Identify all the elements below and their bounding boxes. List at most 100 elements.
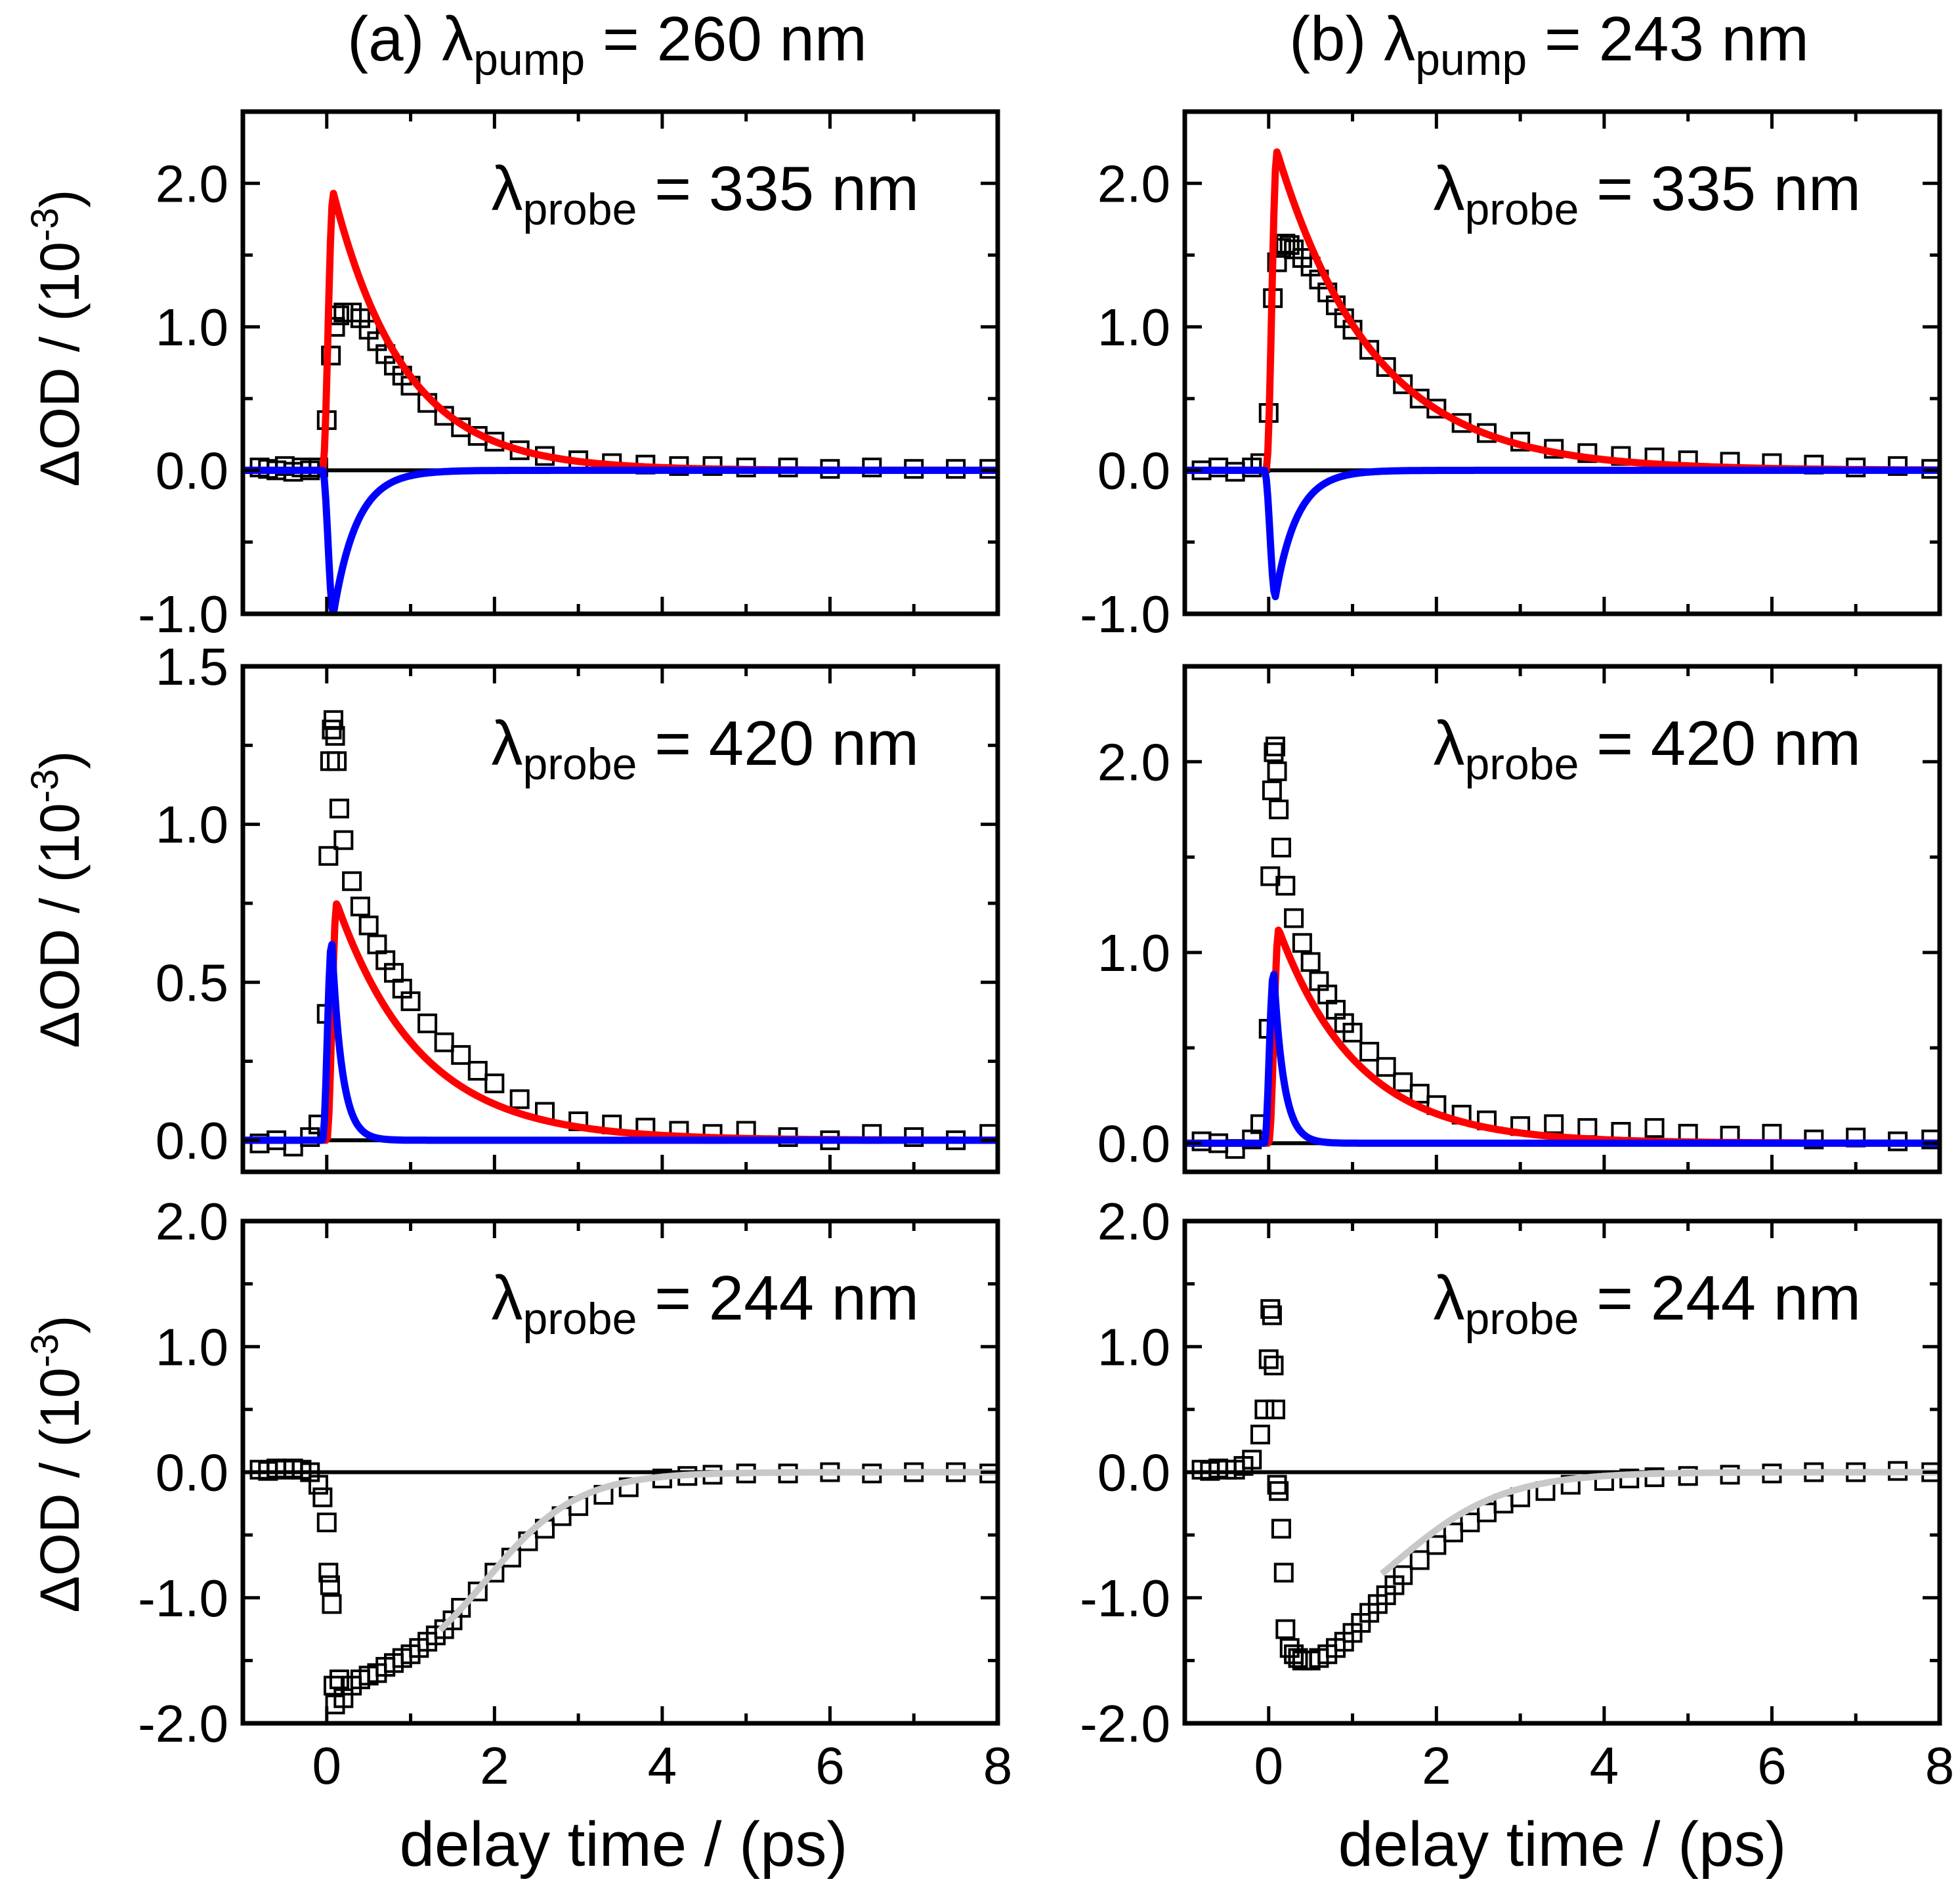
- data-point: [451, 1044, 471, 1065]
- data-point: [1359, 1041, 1380, 1062]
- data-point: [1262, 780, 1282, 800]
- data-point: [342, 871, 362, 892]
- data-point: [1258, 1349, 1279, 1369]
- data-point: [1254, 1399, 1275, 1419]
- data-point: [1292, 933, 1312, 953]
- data-point: [1266, 1399, 1285, 1419]
- probe-annotation: λprobe = 244 nm: [1433, 1263, 1861, 1344]
- data-point: [484, 1073, 505, 1094]
- data-point: [1426, 398, 1447, 419]
- y-tick-label: 1.0: [156, 298, 228, 356]
- x-tick-label: 2: [1422, 1736, 1451, 1795]
- y-tick-label: 0.0: [1097, 1444, 1170, 1502]
- y-tick-label: 1.0: [1097, 298, 1170, 356]
- y-tick-label: 0.0: [1097, 441, 1170, 500]
- x-tick-label: 6: [1757, 1736, 1787, 1795]
- x-tick-label: 6: [815, 1736, 845, 1795]
- fit-curve-blue: [1185, 970, 1940, 1147]
- panel-b-335: -1.0 0.0 1.0 2.0 λprobe = 335 nm: [1080, 109, 1942, 643]
- data-point: [1271, 1518, 1291, 1539]
- data-point: [1267, 1474, 1287, 1495]
- fit-curve-red: [1185, 926, 1940, 1147]
- panel-a-420: 0.0 0.5 1.0 1.5 λprobe = 420 nm: [156, 637, 1000, 1174]
- data-point: [1273, 1562, 1294, 1583]
- data-point: [1264, 742, 1284, 762]
- y-tick-label: 1.5: [156, 637, 228, 696]
- data-point: [329, 798, 349, 819]
- data-point: [1342, 1022, 1363, 1043]
- data-point: [1376, 1057, 1396, 1077]
- y-axis-title-row-2: ΔOD / (10-3): [24, 750, 91, 1048]
- data-point: [320, 751, 340, 771]
- data-point: [322, 1594, 342, 1614]
- data-point: [1409, 1083, 1430, 1104]
- data-point: [329, 1669, 349, 1690]
- x-tick-label: 4: [648, 1736, 677, 1795]
- data-point: [484, 1562, 505, 1583]
- y-tick-label: 1.0: [156, 796, 228, 854]
- y-tick-label: 2.0: [1097, 154, 1170, 213]
- data-point: [451, 1598, 471, 1618]
- y-tick-label: -2.0: [138, 1694, 228, 1753]
- data-point: [1359, 339, 1380, 360]
- panel-b-420: 0.0 1.0 2.0 λprobe = 420 nm: [1097, 664, 1942, 1174]
- y-tick-label: 2.0: [1097, 1192, 1170, 1251]
- axes-frame: [240, 664, 1000, 1174]
- panel-a-335: -1.0 0.0 1.0 2.0 λprobe = 335 nm: [138, 109, 1000, 643]
- fit-curve-gray: [437, 1469, 998, 1633]
- data-point: [1266, 737, 1285, 757]
- data-point: [1264, 1355, 1284, 1375]
- y-tick-label: -1.0: [1080, 1569, 1170, 1627]
- data-point: [1921, 1129, 1940, 1150]
- data-point: [1577, 1118, 1598, 1138]
- data-point: [1269, 1481, 1289, 1501]
- y-tick-label: 0.0: [156, 441, 228, 500]
- probe-annotation: λprobe = 335 nm: [1433, 154, 1861, 234]
- plot-area: [1191, 1299, 1940, 1671]
- data-point: [318, 1562, 339, 1583]
- fit-curve-blue: [1185, 466, 1940, 601]
- data-point: [312, 1487, 333, 1507]
- data-point: [320, 1575, 340, 1595]
- data-point: [309, 1474, 328, 1495]
- x-axis-title-a: delay time / (ps): [400, 1809, 848, 1880]
- data-point: [1250, 1425, 1270, 1445]
- data-point: [509, 1089, 530, 1109]
- y-tick-label: 0.0: [156, 1111, 228, 1170]
- y-tick-label: 0.5: [156, 953, 228, 1012]
- data-point: [1888, 456, 1908, 476]
- column-title-b: (b) λpump = 243 nm: [1289, 4, 1809, 85]
- x-tick-label: 2: [480, 1736, 509, 1795]
- data-point: [324, 1675, 343, 1696]
- fit-curve-red: [243, 900, 998, 1144]
- data-point: [467, 1582, 488, 1602]
- panel-b-244: 0 2 4 6 8 -2.0 -1.0 0.0 1.0 2.0 λprobe = 244 nm: [1080, 1192, 1954, 1795]
- data-point: [1426, 1535, 1447, 1555]
- data-point: [1275, 1619, 1296, 1639]
- data-point: [1460, 1513, 1480, 1532]
- y-tick-label: 1.0: [1097, 924, 1170, 982]
- x-axis-title-b: delay time / (ps): [1338, 1809, 1787, 1880]
- axes-frame: [1182, 664, 1942, 1174]
- y-tick-label: 2.0: [156, 154, 228, 213]
- data-point: [1300, 952, 1321, 972]
- probe-annotation: λprobe = 335 nm: [491, 154, 919, 234]
- data-point: [1262, 1305, 1282, 1325]
- y-tick-label: 1.0: [156, 1318, 228, 1376]
- probe-annotation: λprobe = 420 nm: [491, 708, 919, 789]
- y-tick-label: -1.0: [1080, 585, 1170, 643]
- data-point: [1376, 357, 1396, 377]
- fit-curve-blue: [243, 941, 998, 1144]
- data-point: [1619, 1469, 1640, 1489]
- data-point: [1269, 799, 1289, 819]
- y-tick-label: -1.0: [138, 1569, 228, 1627]
- y-tick-label: 0.0: [156, 1444, 228, 1502]
- data-point: [1242, 1450, 1262, 1470]
- data-point: [434, 1032, 454, 1052]
- data-point: [1260, 1299, 1281, 1319]
- data-point: [1267, 761, 1287, 781]
- panel-a-244: 0 2 4 6 8 -2.0 -1.0 0.0 1.0 2.0 λprobe = 244 nm: [138, 1192, 1012, 1795]
- probe-annotation: λprobe = 244 nm: [491, 1263, 919, 1344]
- y-tick-label: 1.0: [1097, 1318, 1170, 1376]
